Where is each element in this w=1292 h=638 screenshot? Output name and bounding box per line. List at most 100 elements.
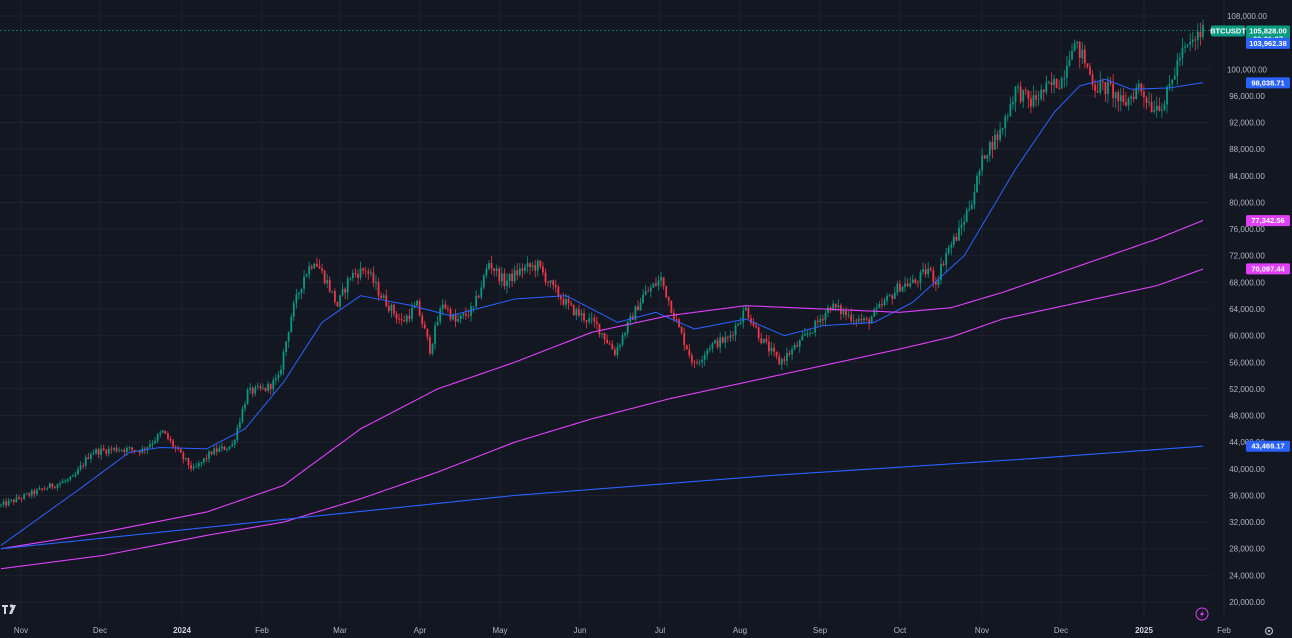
moving-average-tag: 43,469.17: [1246, 440, 1290, 452]
moving-average-line: [0, 445, 1204, 550]
candle: [231, 440, 234, 448]
candle: [316, 257, 318, 268]
candle: [151, 440, 154, 450]
candle: [906, 278, 909, 288]
candle: [904, 276, 906, 292]
candle: [46, 486, 49, 491]
candle: [701, 355, 704, 368]
candle: [454, 309, 457, 328]
candle: [976, 172, 978, 193]
candle: [999, 122, 1001, 143]
candle: [287, 331, 290, 348]
candlestick-series: [0, 19, 1204, 509]
candle: [804, 327, 806, 336]
candle: [123, 447, 126, 457]
candle: [89, 451, 92, 463]
svg-text:43,469.17: 43,469.17: [1251, 442, 1284, 451]
candle: [919, 269, 922, 291]
candle: [875, 303, 878, 316]
candle: [845, 306, 847, 321]
candle: [1150, 93, 1153, 113]
price-tick-label: 28,000.00: [1229, 545, 1265, 554]
candle: [192, 463, 195, 471]
candle: [893, 286, 896, 300]
candle: [110, 445, 113, 454]
candle: [326, 274, 329, 289]
candle: [529, 262, 531, 275]
candle: [277, 370, 280, 383]
candle: [274, 374, 277, 386]
candle: [77, 466, 79, 476]
candle: [236, 424, 239, 443]
price-tick-label: 56,000.00: [1229, 358, 1265, 367]
candle: [590, 312, 593, 325]
candle: [1094, 79, 1097, 98]
candle: [806, 329, 809, 338]
price-tick-label: 108,000.00: [1227, 12, 1268, 21]
candle: [947, 244, 950, 256]
price-tick-label: 32,000.00: [1229, 518, 1265, 527]
candle: [837, 299, 840, 311]
candle: [665, 285, 668, 299]
gear-icon[interactable]: [1264, 626, 1274, 636]
candle: [791, 345, 793, 361]
candle: [292, 300, 295, 322]
candle: [1035, 89, 1037, 107]
candle: [159, 430, 162, 438]
candle: [547, 280, 549, 287]
price-tick-label: 92,000.00: [1229, 119, 1265, 128]
candle: [408, 309, 411, 323]
candle: [390, 303, 393, 318]
candle: [570, 300, 573, 307]
candle: [1063, 70, 1066, 88]
price-tick-label: 64,000.00: [1229, 305, 1265, 314]
candle: [120, 448, 123, 452]
tradingview-logo-icon[interactable]: [2, 604, 16, 614]
candle: [750, 314, 752, 326]
price-axis[interactable]: 108,000.00 100,000.00 96,000.00 92,000.00 88…: [1227, 12, 1268, 607]
candle: [524, 264, 526, 275]
candle: [187, 457, 190, 470]
candle: [351, 269, 354, 282]
candle: [639, 297, 642, 311]
time-axis[interactable]: Nov Dec 2024 Feb Mar Apr May Jun Jul Aug Sep Oct Nov…: [14, 626, 1232, 635]
candle: [482, 273, 485, 290]
candle: [583, 308, 585, 324]
candle: [572, 304, 575, 317]
candle: [336, 301, 339, 307]
price-tick-label: 88,000.00: [1229, 145, 1265, 154]
candle: [1119, 87, 1122, 112]
candle: [896, 280, 899, 296]
candle: [403, 315, 406, 323]
candle: [318, 259, 321, 269]
candle: [565, 293, 567, 309]
candle: [357, 269, 359, 285]
candle: [228, 446, 231, 451]
candle: [1037, 91, 1040, 106]
price-tick-label: 36,000.00: [1229, 491, 1265, 500]
candle: [1022, 89, 1025, 109]
candle: [554, 279, 557, 293]
candle: [102, 444, 105, 452]
candle: [439, 305, 442, 325]
candle: [128, 445, 131, 451]
candle: [1058, 79, 1061, 91]
candle: [970, 200, 973, 211]
candle: [965, 207, 968, 223]
candle: [1009, 97, 1012, 118]
candle: [796, 341, 799, 347]
svg-text:70,097.44: 70,097.44: [1251, 264, 1285, 273]
candle: [1006, 113, 1009, 122]
candle: [436, 315, 439, 326]
lightning-icon[interactable]: [1195, 607, 1209, 621]
candle: [819, 314, 822, 327]
candle: [295, 288, 298, 309]
candle: [303, 270, 305, 294]
candle: [865, 316, 868, 322]
candle: [811, 332, 814, 335]
candle: [608, 340, 611, 346]
moving-average-line: [0, 219, 1204, 550]
candle: [431, 343, 434, 356]
candle: [991, 135, 994, 159]
